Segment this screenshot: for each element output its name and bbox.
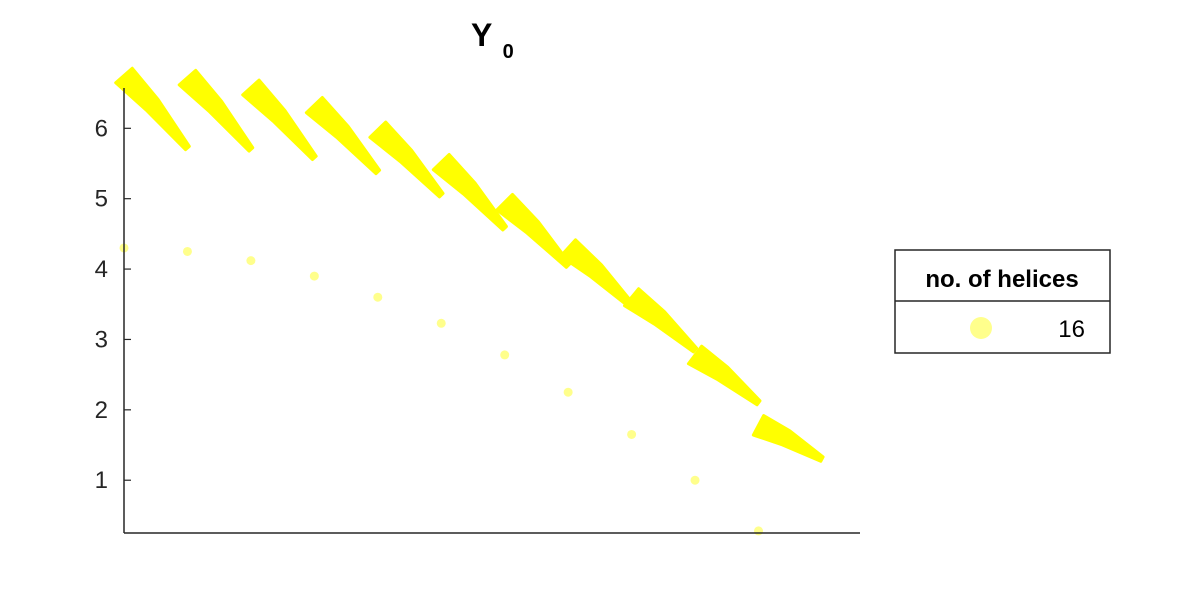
helix-mark [241, 78, 318, 162]
data-point [309, 271, 319, 281]
helix-mark [623, 287, 699, 354]
helix-mark [559, 238, 635, 310]
legend: no. of helices 16 [894, 249, 1111, 354]
helix-mark [304, 96, 382, 176]
data-point [246, 256, 256, 266]
y-tick-label: 2 [95, 397, 108, 424]
y-tick-label: 5 [95, 186, 108, 213]
chart-title-subscript: 0 [503, 41, 514, 63]
chart-title: Y 0 [471, 17, 514, 63]
helix-mark [751, 414, 825, 463]
data-point [436, 318, 446, 328]
helices-layer [114, 66, 825, 463]
y-ticks: 1 2 3 4 5 6 [95, 115, 131, 494]
axes: 1 2 3 4 5 6 [95, 88, 860, 534]
helix-mark [114, 66, 191, 152]
data-point [500, 350, 510, 360]
data-point [373, 292, 383, 302]
helix-mark [177, 68, 255, 153]
data-point [563, 387, 573, 397]
points-layer [119, 243, 763, 536]
helix-mark [686, 344, 762, 407]
legend-marker-icon [970, 317, 992, 339]
legend-title: no. of helices [925, 266, 1078, 293]
y-tick-label: 4 [95, 256, 108, 283]
helix-mark [368, 120, 445, 199]
data-point [753, 526, 763, 536]
helix-mark [431, 152, 508, 232]
data-point [690, 475, 700, 485]
y-tick-label: 1 [95, 467, 108, 494]
y-tick-label: 3 [95, 326, 108, 353]
data-point [182, 246, 192, 256]
chart-title-main: Y [471, 17, 492, 53]
y-tick-label: 6 [95, 115, 108, 142]
data-point [627, 429, 637, 439]
helix-mark [495, 192, 572, 269]
legend-entry-label: 16 [1058, 316, 1085, 343]
